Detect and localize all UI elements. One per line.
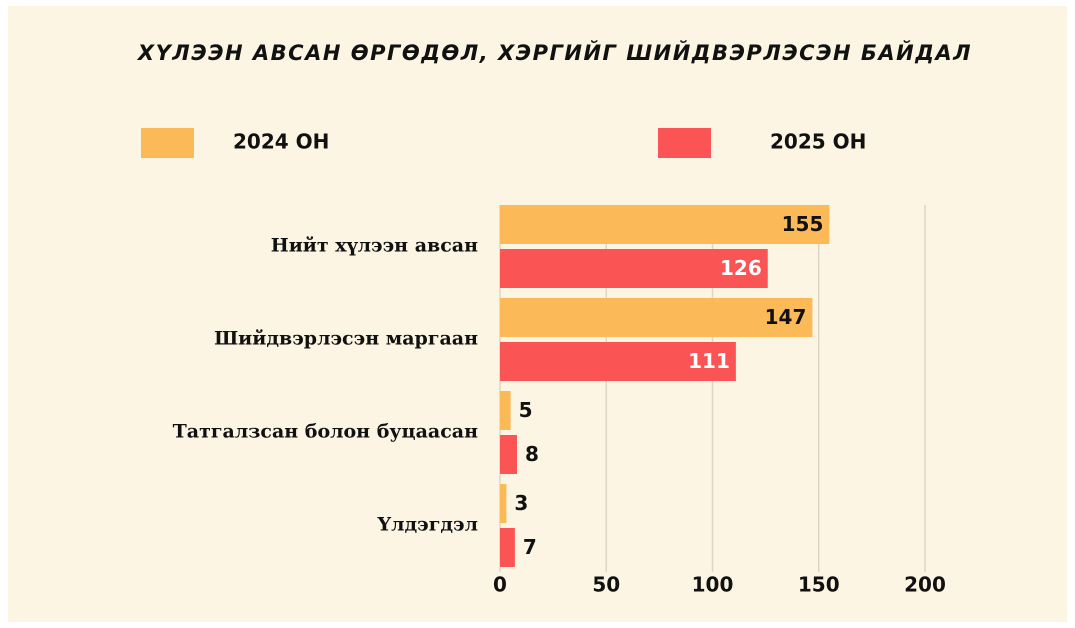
- bar: [500, 205, 830, 244]
- chart-title: ХҮЛЭЭН АВСАН ӨРГӨДӨЛ, ХЭРГИЙГ ШИЙДВЭРЛЭС…: [136, 40, 972, 65]
- bar: [500, 435, 517, 474]
- bar: [500, 342, 736, 381]
- legend-swatch: [658, 128, 711, 158]
- bar: [500, 391, 511, 430]
- value-label: 7: [523, 535, 537, 559]
- value-label: 155: [782, 212, 824, 236]
- bar: [500, 528, 515, 567]
- value-label: 147: [765, 305, 807, 329]
- x-tick-label: 50: [592, 573, 620, 597]
- legend-label: 2025 ОН: [770, 130, 866, 154]
- x-tick-label: 150: [798, 573, 840, 597]
- legend-label: 2024 ОН: [233, 130, 329, 154]
- category-label: Татгалзсан болон буцаасан: [173, 421, 478, 443]
- bar: [500, 249, 768, 288]
- category-label: Шийдвэрлэсэн маргаан: [214, 328, 478, 350]
- value-label: 8: [525, 442, 539, 466]
- bar: [500, 298, 813, 337]
- value-label: 5: [519, 398, 533, 422]
- category-label: Нийт хүлээн авсан: [271, 235, 478, 257]
- bar: [500, 484, 507, 523]
- category-label: Үлдэгдэл: [377, 514, 478, 536]
- x-tick-label: 100: [692, 573, 734, 597]
- x-tick-label: 0: [493, 573, 507, 597]
- value-label: 111: [688, 349, 730, 373]
- value-label: 3: [514, 491, 528, 515]
- value-label: 126: [720, 256, 762, 280]
- legend-swatch: [141, 128, 194, 158]
- x-tick-label: 200: [904, 573, 946, 597]
